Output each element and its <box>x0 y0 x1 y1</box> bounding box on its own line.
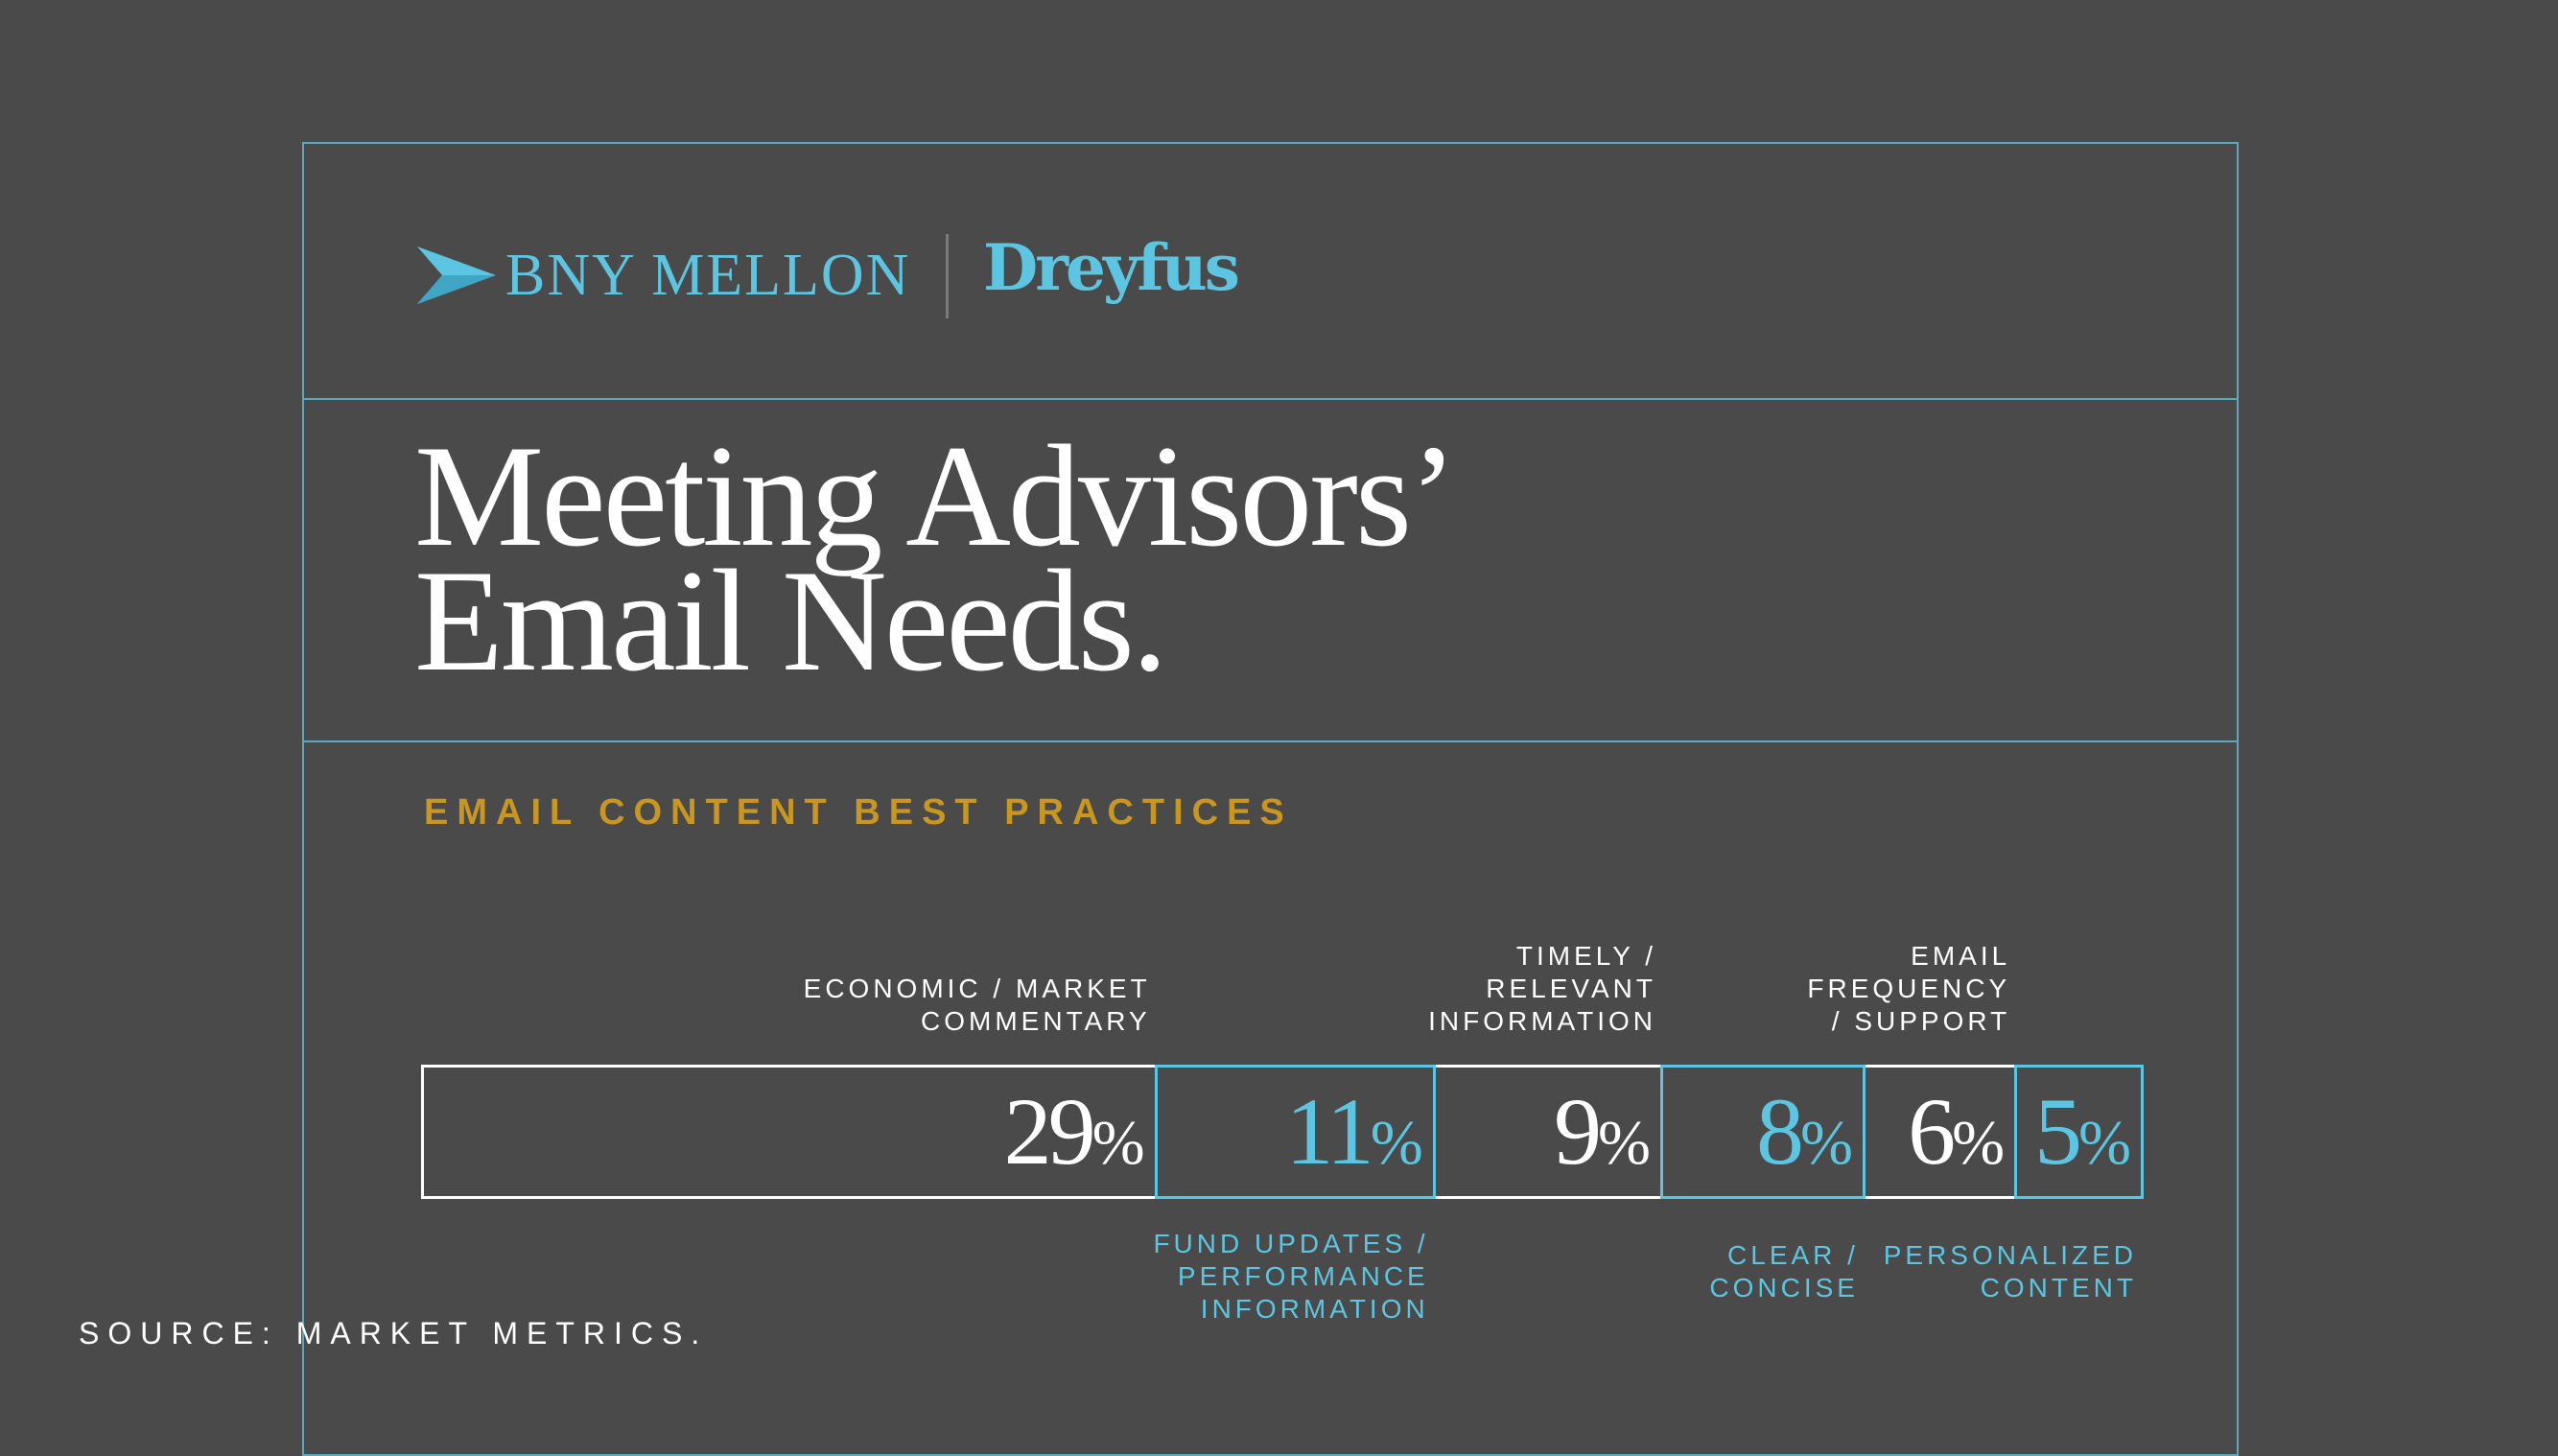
data-label: 9% <box>1554 1078 1651 1185</box>
category-label: CLEAR / CONCISE <box>1709 1239 1859 1304</box>
source-note: SOURCE: MARKET METRICS. <box>79 1316 709 1350</box>
category-label-line: TIMELY / <box>1515 941 1657 971</box>
bar-segment: 29% <box>421 1065 1158 1199</box>
bar-segment: 9% <box>1432 1065 1663 1199</box>
category-label-line: INFORMATION <box>1428 1006 1657 1036</box>
category-label-line: / SUPPORT <box>1831 1006 2011 1036</box>
category-label-line: EMAIL <box>1911 941 2011 971</box>
logo-divider <box>946 234 949 318</box>
category-label-line: FREQUENCY <box>1807 974 2011 1003</box>
bny-mellon-logo: BNY MELLON <box>417 246 910 305</box>
chart-subtitle: EMAIL CONTENT BEST PRACTICES <box>424 792 1293 833</box>
title-line-1: Meeting Advisors’ <box>414 415 1458 576</box>
data-label: 11% <box>1285 1078 1423 1185</box>
category-label-line: CONTENT <box>1980 1273 2137 1303</box>
percent-sign: % <box>1598 1108 1651 1178</box>
percent-sign: % <box>2078 1108 2131 1178</box>
bar-segment: 5% <box>2014 1065 2144 1199</box>
percent-sign: % <box>1799 1108 1853 1178</box>
category-label-line: RELEVANT <box>1486 974 1657 1003</box>
divider-title <box>302 740 2239 742</box>
bar-segment: 11% <box>1154 1065 1436 1199</box>
category-label-line: COMMENTARY <box>921 1006 1151 1036</box>
category-label-line: ECONOMIC / MARKET <box>803 974 1151 1003</box>
bar-segment: 8% <box>1660 1065 1866 1199</box>
dreyfus-logo: Dreyfus <box>983 230 1240 305</box>
data-label: 5% <box>2034 1078 2131 1185</box>
percent-sign: % <box>1952 1108 2006 1178</box>
percent-sign: % <box>1091 1108 1145 1178</box>
category-label: FUND UPDATES / PERFORMANCE INFORMATION <box>1153 1228 1428 1326</box>
data-label: 6% <box>1908 1078 2006 1185</box>
title-line-2: Email Needs. <box>414 540 1168 701</box>
category-label-line: CONCISE <box>1709 1273 1859 1303</box>
category-label: PERSONALIZED CONTENT <box>1884 1239 2137 1304</box>
category-label-line: CLEAR / <box>1727 1240 1859 1270</box>
category-label: ECONOMIC / MARKET COMMENTARY <box>804 973 1151 1038</box>
page-title: Meeting Advisors’ Email Needs. <box>414 423 1458 693</box>
percent-sign: % <box>1370 1108 1423 1178</box>
data-label: 8% <box>1755 1078 1853 1185</box>
bny-arrow-icon <box>417 247 496 304</box>
divider-header <box>302 398 2239 400</box>
category-label: TIMELY / RELEVANT INFORMATION <box>1428 940 1656 1038</box>
bny-mellon-text: BNY MELLON <box>505 243 911 308</box>
data-label: 29% <box>1003 1078 1145 1185</box>
bar-segment: 6% <box>1862 1065 2018 1199</box>
category-label-line: PERSONALIZED <box>1883 1240 2137 1270</box>
category-label-line: FUND UPDATES / <box>1153 1229 1429 1258</box>
dreyfus-text: Dreyfus <box>983 230 1240 305</box>
category-label: EMAIL FREQUENCY / SUPPORT <box>1807 940 2010 1038</box>
category-label-line: INFORMATION <box>1200 1294 1429 1324</box>
category-label-line: PERFORMANCE <box>1177 1261 1429 1291</box>
